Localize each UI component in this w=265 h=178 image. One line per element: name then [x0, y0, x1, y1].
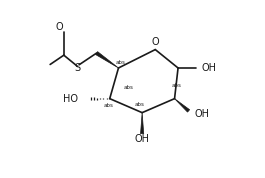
Text: O: O [56, 22, 64, 32]
Text: OH: OH [202, 63, 217, 73]
Text: OH: OH [195, 109, 210, 119]
Text: abs: abs [135, 102, 144, 107]
Polygon shape [96, 52, 118, 68]
Text: abs: abs [171, 83, 181, 88]
Text: O: O [151, 37, 159, 47]
Text: abs: abs [123, 85, 133, 90]
Text: S: S [74, 63, 80, 73]
Text: HO: HO [63, 94, 78, 104]
Text: abs: abs [115, 60, 125, 65]
Text: OH: OH [135, 134, 150, 145]
Text: abs: abs [104, 103, 114, 108]
Polygon shape [140, 113, 144, 134]
Polygon shape [175, 99, 190, 112]
